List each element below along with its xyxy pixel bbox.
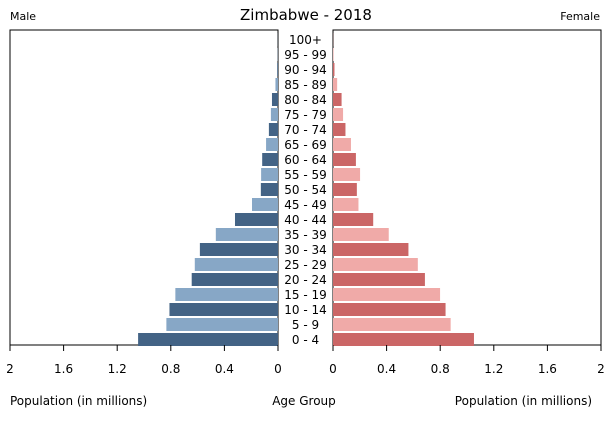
male-bar xyxy=(191,273,278,286)
female-bar xyxy=(333,198,359,211)
female-bar xyxy=(333,48,334,61)
female-bar xyxy=(333,63,335,76)
female-bar xyxy=(333,318,451,331)
male-x-axis: 2 1.6 1.2 0.8 0.4 0 xyxy=(6,345,282,376)
x-tick-label: 0 xyxy=(329,362,337,376)
x-tick-label: 0.8 xyxy=(431,362,450,376)
male-axis-title: Population (in millions) xyxy=(10,394,147,408)
age-group-label: 5 - 9 xyxy=(292,318,319,332)
age-group-label: 65 - 69 xyxy=(284,138,327,152)
age-group-label: 40 - 44 xyxy=(284,213,327,227)
age-group-label: 75 - 79 xyxy=(284,108,327,122)
female-x-axis: 0 0.4 0.8 1.2 1.6 2 xyxy=(329,345,605,376)
age-group-label: 60 - 64 xyxy=(284,153,327,167)
male-bar xyxy=(270,108,278,121)
age-group-label: 45 - 49 xyxy=(284,198,327,212)
female-bar xyxy=(333,168,361,181)
age-group-label: 15 - 19 xyxy=(284,288,327,302)
age-group-label: 50 - 54 xyxy=(284,183,327,197)
age-group-label: 30 - 34 xyxy=(284,243,327,257)
male-bar xyxy=(194,258,278,271)
male-bar xyxy=(271,93,278,106)
x-tick-label: 0.4 xyxy=(377,362,396,376)
female-bar xyxy=(333,258,418,271)
male-bar xyxy=(275,78,278,91)
male-bar xyxy=(199,243,278,256)
age-group-label: 70 - 74 xyxy=(284,123,327,137)
male-label: Male xyxy=(10,10,36,23)
female-bar xyxy=(333,138,351,151)
male-bar xyxy=(261,168,278,181)
male-bar xyxy=(166,318,278,331)
age-group-label: 55 - 59 xyxy=(284,168,327,182)
male-bars xyxy=(138,33,278,346)
age-group-axis-title: Age Group xyxy=(272,394,336,408)
age-group-label: 0 - 4 xyxy=(292,333,319,347)
female-bar xyxy=(333,78,338,91)
male-bar xyxy=(234,213,278,226)
female-bar xyxy=(333,213,374,226)
age-group-label: 20 - 24 xyxy=(284,273,327,287)
female-axis-title: Population (in millions) xyxy=(455,394,592,408)
age-group-label: 100+ xyxy=(289,33,322,47)
age-group-label: 25 - 29 xyxy=(284,258,327,272)
female-bar xyxy=(333,153,356,166)
male-bar xyxy=(215,228,278,241)
x-tick-label: 1.2 xyxy=(108,362,127,376)
female-bar xyxy=(333,333,474,346)
female-bar xyxy=(333,273,425,286)
x-tick-label: 1.6 xyxy=(538,362,557,376)
age-group-label: 10 - 14 xyxy=(284,303,327,317)
female-bar xyxy=(333,228,389,241)
x-tick-label: 0 xyxy=(274,362,282,376)
female-bar xyxy=(333,303,446,316)
female-bar xyxy=(333,288,441,301)
female-bar xyxy=(333,108,344,121)
age-group-label: 95 - 99 xyxy=(284,48,327,62)
age-group-label: 35 - 39 xyxy=(284,228,327,242)
female-bar xyxy=(333,243,409,256)
age-group-label: 85 - 89 xyxy=(284,78,327,92)
male-bar xyxy=(138,333,278,346)
male-bar xyxy=(277,63,278,76)
male-bar xyxy=(260,183,278,196)
age-group-label: 80 - 84 xyxy=(284,93,327,107)
male-bar xyxy=(175,288,278,301)
male-bar xyxy=(268,123,278,136)
male-bar xyxy=(262,153,278,166)
x-tick-label: 2 xyxy=(597,362,605,376)
x-tick-label: 2 xyxy=(6,362,14,376)
x-tick-label: 0.8 xyxy=(161,362,180,376)
male-bar xyxy=(252,198,278,211)
chart-title: Zimbabwe - 2018 xyxy=(240,6,372,24)
male-bar xyxy=(169,303,278,316)
male-bar xyxy=(266,138,278,151)
female-bar xyxy=(333,183,357,196)
female-label: Female xyxy=(560,10,600,23)
x-tick-label: 0.4 xyxy=(215,362,234,376)
female-bars xyxy=(333,33,474,346)
female-bar xyxy=(333,93,342,106)
female-bar xyxy=(333,123,346,136)
x-tick-label: 1.6 xyxy=(54,362,73,376)
age-group-label: 90 - 94 xyxy=(284,63,327,77)
x-tick-label: 1.2 xyxy=(484,362,503,376)
